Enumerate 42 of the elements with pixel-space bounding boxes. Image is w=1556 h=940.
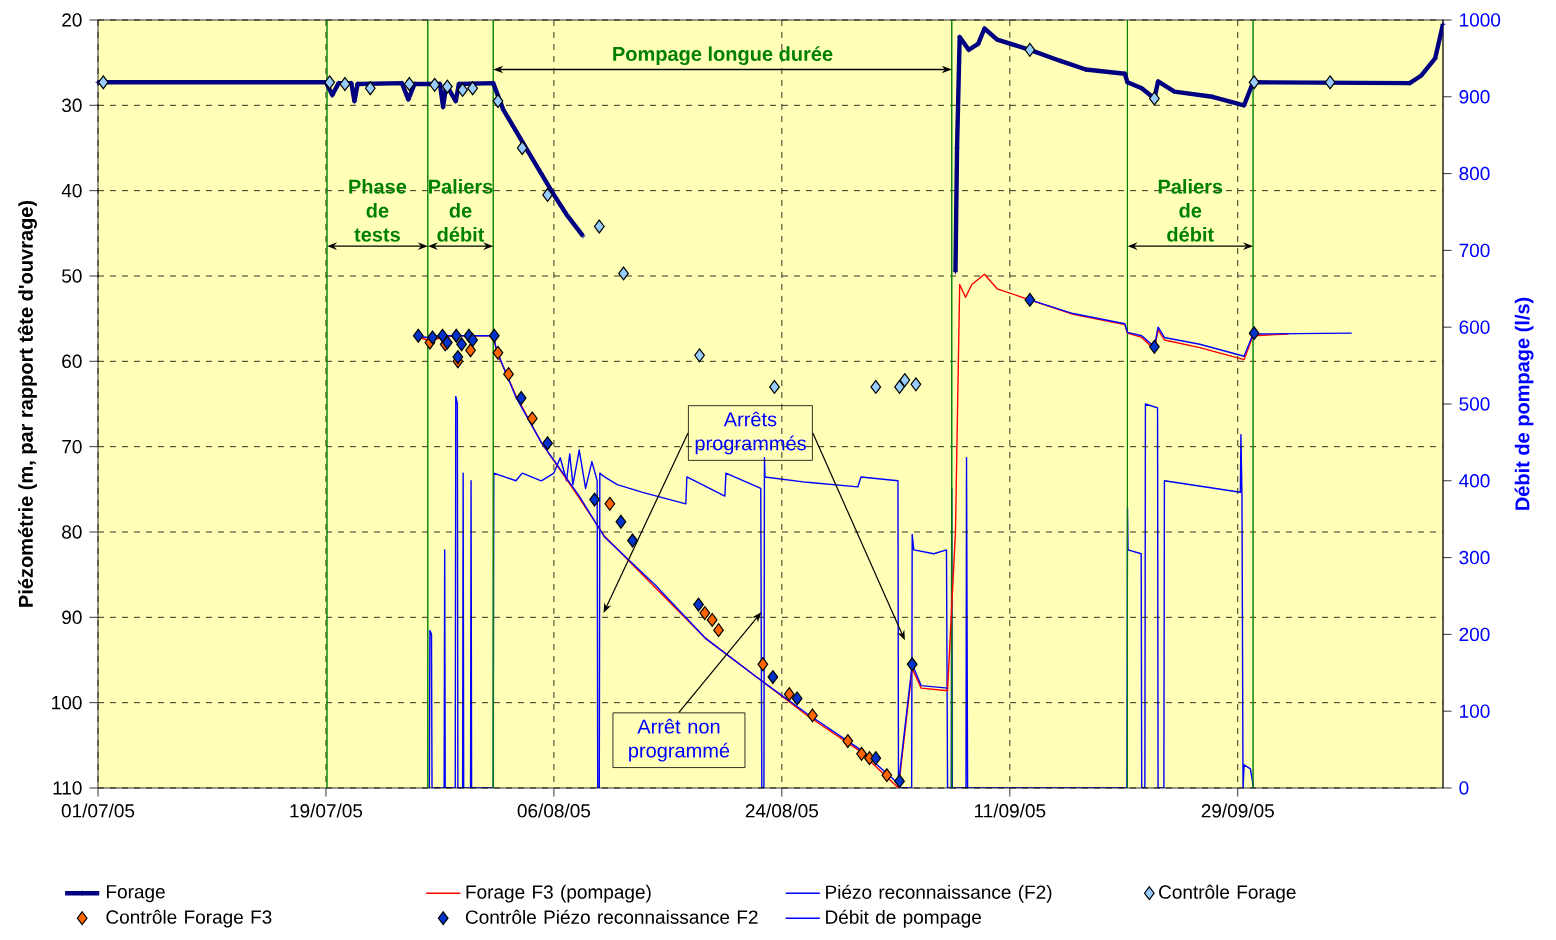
x-tick-label: 24/08/05 xyxy=(745,803,819,818)
legend-label: Débit de pompage xyxy=(826,909,982,928)
annotation: Arrêts programmés xyxy=(695,411,806,455)
y2-tick-label: 1000 xyxy=(1460,13,1501,27)
legend-label: Forage xyxy=(107,885,165,903)
legend-label: Contrôle Forage xyxy=(1159,884,1296,903)
y2-tick-label: 800 xyxy=(1459,166,1490,181)
y-tick-label: 90 xyxy=(62,610,82,625)
y-tick-label: 100 xyxy=(52,695,82,710)
legend-label: Piézo reconnaissance (F2) xyxy=(826,884,1052,903)
y2-tick-label: 100 xyxy=(1460,704,1490,718)
y-tick-label: 70 xyxy=(62,439,82,454)
x-tick-label: 06/08/05 xyxy=(517,803,591,818)
y-axis-title: Piézométrie (m, par rapport tête d'ouvrage) xyxy=(17,200,37,607)
annotation: Pompage longue durée xyxy=(613,46,833,66)
y-tick-label: 20 xyxy=(62,13,82,27)
x-tick-label: 29/09/05 xyxy=(1201,803,1274,818)
y2-tick-label: 700 xyxy=(1459,243,1490,258)
y-tick-label: 80 xyxy=(62,525,82,539)
y2-tick-label: 900 xyxy=(1459,90,1490,104)
y2-tick-label: 0 xyxy=(1459,781,1469,795)
x-tick-label: 01/07/05 xyxy=(61,803,135,818)
y2-tick-label: 600 xyxy=(1459,320,1490,334)
x-tick-label: 19/07/05 xyxy=(290,803,363,818)
y-tick-label: 60 xyxy=(62,354,82,369)
annotation: Phase de tests xyxy=(349,179,407,242)
legend-label: Forage F3 (pompage) xyxy=(466,884,651,903)
y2-tick-label: 500 xyxy=(1459,397,1490,411)
legend-label: Contrôle Piézo reconnaissance F2 xyxy=(465,909,758,924)
annotation: Paliers de débit xyxy=(429,179,493,242)
y2-tick-label: 200 xyxy=(1459,627,1490,642)
y-tick-label: 30 xyxy=(62,98,82,113)
y2-axis-title: Débit de pompage (l/s) xyxy=(1514,297,1534,510)
y-tick-label: 40 xyxy=(61,183,82,198)
legend-label: Contrôle Forage F3 xyxy=(106,909,272,928)
y-tick-label: 110 xyxy=(53,781,82,795)
y2-tick-label: 300 xyxy=(1459,550,1490,565)
x-tick-label: 11/09/05 xyxy=(974,803,1046,818)
annotation: Paliers de débit xyxy=(1158,179,1223,242)
y-tick-label: 50 xyxy=(62,269,82,283)
y2-tick-label: 400 xyxy=(1459,474,1490,488)
annotation: Arrêt non programmé xyxy=(629,718,730,762)
